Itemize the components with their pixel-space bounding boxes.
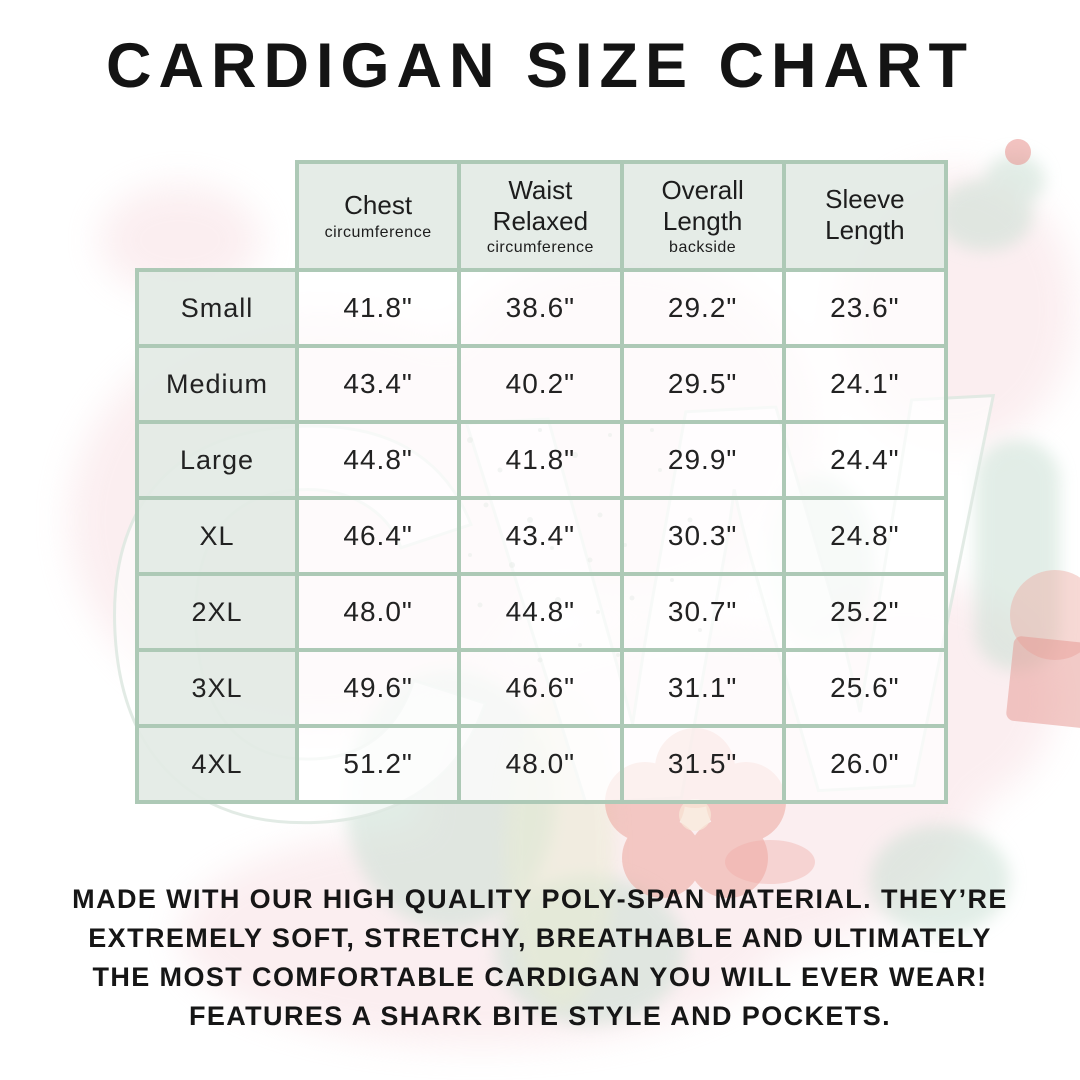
row-label-3xl: 3XL xyxy=(135,648,299,728)
table-row-large: Large 44.8" 41.8" 29.9" 24.4" xyxy=(135,420,949,500)
coral-splash xyxy=(725,840,815,884)
value-cell: 24.1" xyxy=(781,344,949,424)
value-cell: 38.6" xyxy=(457,268,624,348)
row-label-2xl: 2XL xyxy=(135,572,299,652)
flower-pot xyxy=(1006,636,1080,730)
value-cell: 31.5" xyxy=(619,724,786,804)
value-cell: 24.8" xyxy=(781,496,949,576)
column-header-label: Waist Relaxed xyxy=(492,174,589,236)
column-header-label: Overall Length xyxy=(661,174,744,236)
table-row-3xl: 3XL 49.6" 46.6" 31.1" 25.6" xyxy=(135,648,949,728)
description-line: FEATURES A SHARK BITE STYLE AND POCKETS. xyxy=(188,1001,892,1031)
column-header-waist: Waist Relaxed circumference xyxy=(457,160,624,272)
value-cell: 43.4" xyxy=(457,496,624,576)
value-cell: 23.6" xyxy=(781,268,949,348)
cactus-bloom xyxy=(1005,139,1031,165)
value-cell: 26.0" xyxy=(781,724,949,804)
value-cell: 41.8" xyxy=(457,420,624,500)
value-cell: 30.3" xyxy=(619,496,786,576)
value-cell: 48.0" xyxy=(294,572,462,652)
row-label-4xl: 4XL xyxy=(135,724,299,804)
blank-corner-cell xyxy=(137,162,299,272)
column-header-overall-length: Overall Length backside xyxy=(619,160,786,272)
table-row-small: Small 41.8" 38.6" 29.2" 23.6" xyxy=(135,268,949,348)
description-line: MADE WITH OUR HIGH QUALITY POLY-SPAN MAT… xyxy=(72,884,1008,914)
value-cell: 25.6" xyxy=(781,648,949,728)
value-cell: 29.2" xyxy=(619,268,786,348)
value-cell: 43.4" xyxy=(294,344,462,424)
value-cell: 40.2" xyxy=(457,344,624,424)
column-header-sublabel: circumference xyxy=(486,239,594,257)
value-cell: 44.8" xyxy=(294,420,462,500)
table-header-row: Chest circumference Waist Relaxed circum… xyxy=(137,160,949,272)
column-header-label: Chest xyxy=(344,190,413,221)
value-cell: 44.8" xyxy=(457,572,624,652)
value-cell: 25.2" xyxy=(781,572,949,652)
table-row-2xl: 2XL 48.0" 44.8" 30.7" 25.2" xyxy=(135,572,949,652)
table-row-4xl: 4XL 51.2" 48.0" 31.5" 26.0" xyxy=(135,724,949,804)
value-cell: 46.6" xyxy=(457,648,624,728)
row-label-small: Small xyxy=(135,268,299,348)
value-cell: 29.9" xyxy=(619,420,786,500)
column-header-sublabel: backside xyxy=(669,239,737,257)
column-header-sublabel: circumference xyxy=(324,223,432,241)
value-cell: 51.2" xyxy=(294,724,462,804)
value-cell: 48.0" xyxy=(457,724,624,804)
flower-center xyxy=(679,799,711,831)
value-cell: 31.1" xyxy=(619,648,786,728)
value-cell: 24.4" xyxy=(781,420,949,500)
description-line: EXTREMELY SOFT, STRETCHY, BREATHABLE AND… xyxy=(88,923,992,953)
value-cell: 41.8" xyxy=(294,268,462,348)
value-cell: 46.4" xyxy=(294,496,462,576)
row-label-large: Large xyxy=(135,420,299,500)
size-chart-table: Chest circumference Waist Relaxed circum… xyxy=(135,160,949,804)
value-cell: 29.5" xyxy=(619,344,786,424)
table-row-xl: XL 46.4" 43.4" 30.3" 24.8" xyxy=(135,496,949,576)
column-header-label: Sleeve Length xyxy=(825,183,905,245)
value-cell: 49.6" xyxy=(294,648,462,728)
column-header-sleeve-length: Sleeve Length xyxy=(781,160,949,272)
page-title: CARDIGAN SIZE CHART xyxy=(106,31,974,101)
table-row-medium: Medium 43.4" 40.2" 29.5" 24.1" xyxy=(135,344,949,424)
description-line: THE MOST COMFORTABLE CARDIGAN YOU WILL E… xyxy=(92,962,988,992)
description-text: MADE WITH OUR HIGH QUALITY POLY-SPAN MAT… xyxy=(0,880,1080,1036)
value-cell: 30.7" xyxy=(619,572,786,652)
row-label-xl: XL xyxy=(135,496,299,576)
row-label-medium: Medium xyxy=(135,344,299,424)
column-header-chest: Chest circumference xyxy=(294,160,462,272)
